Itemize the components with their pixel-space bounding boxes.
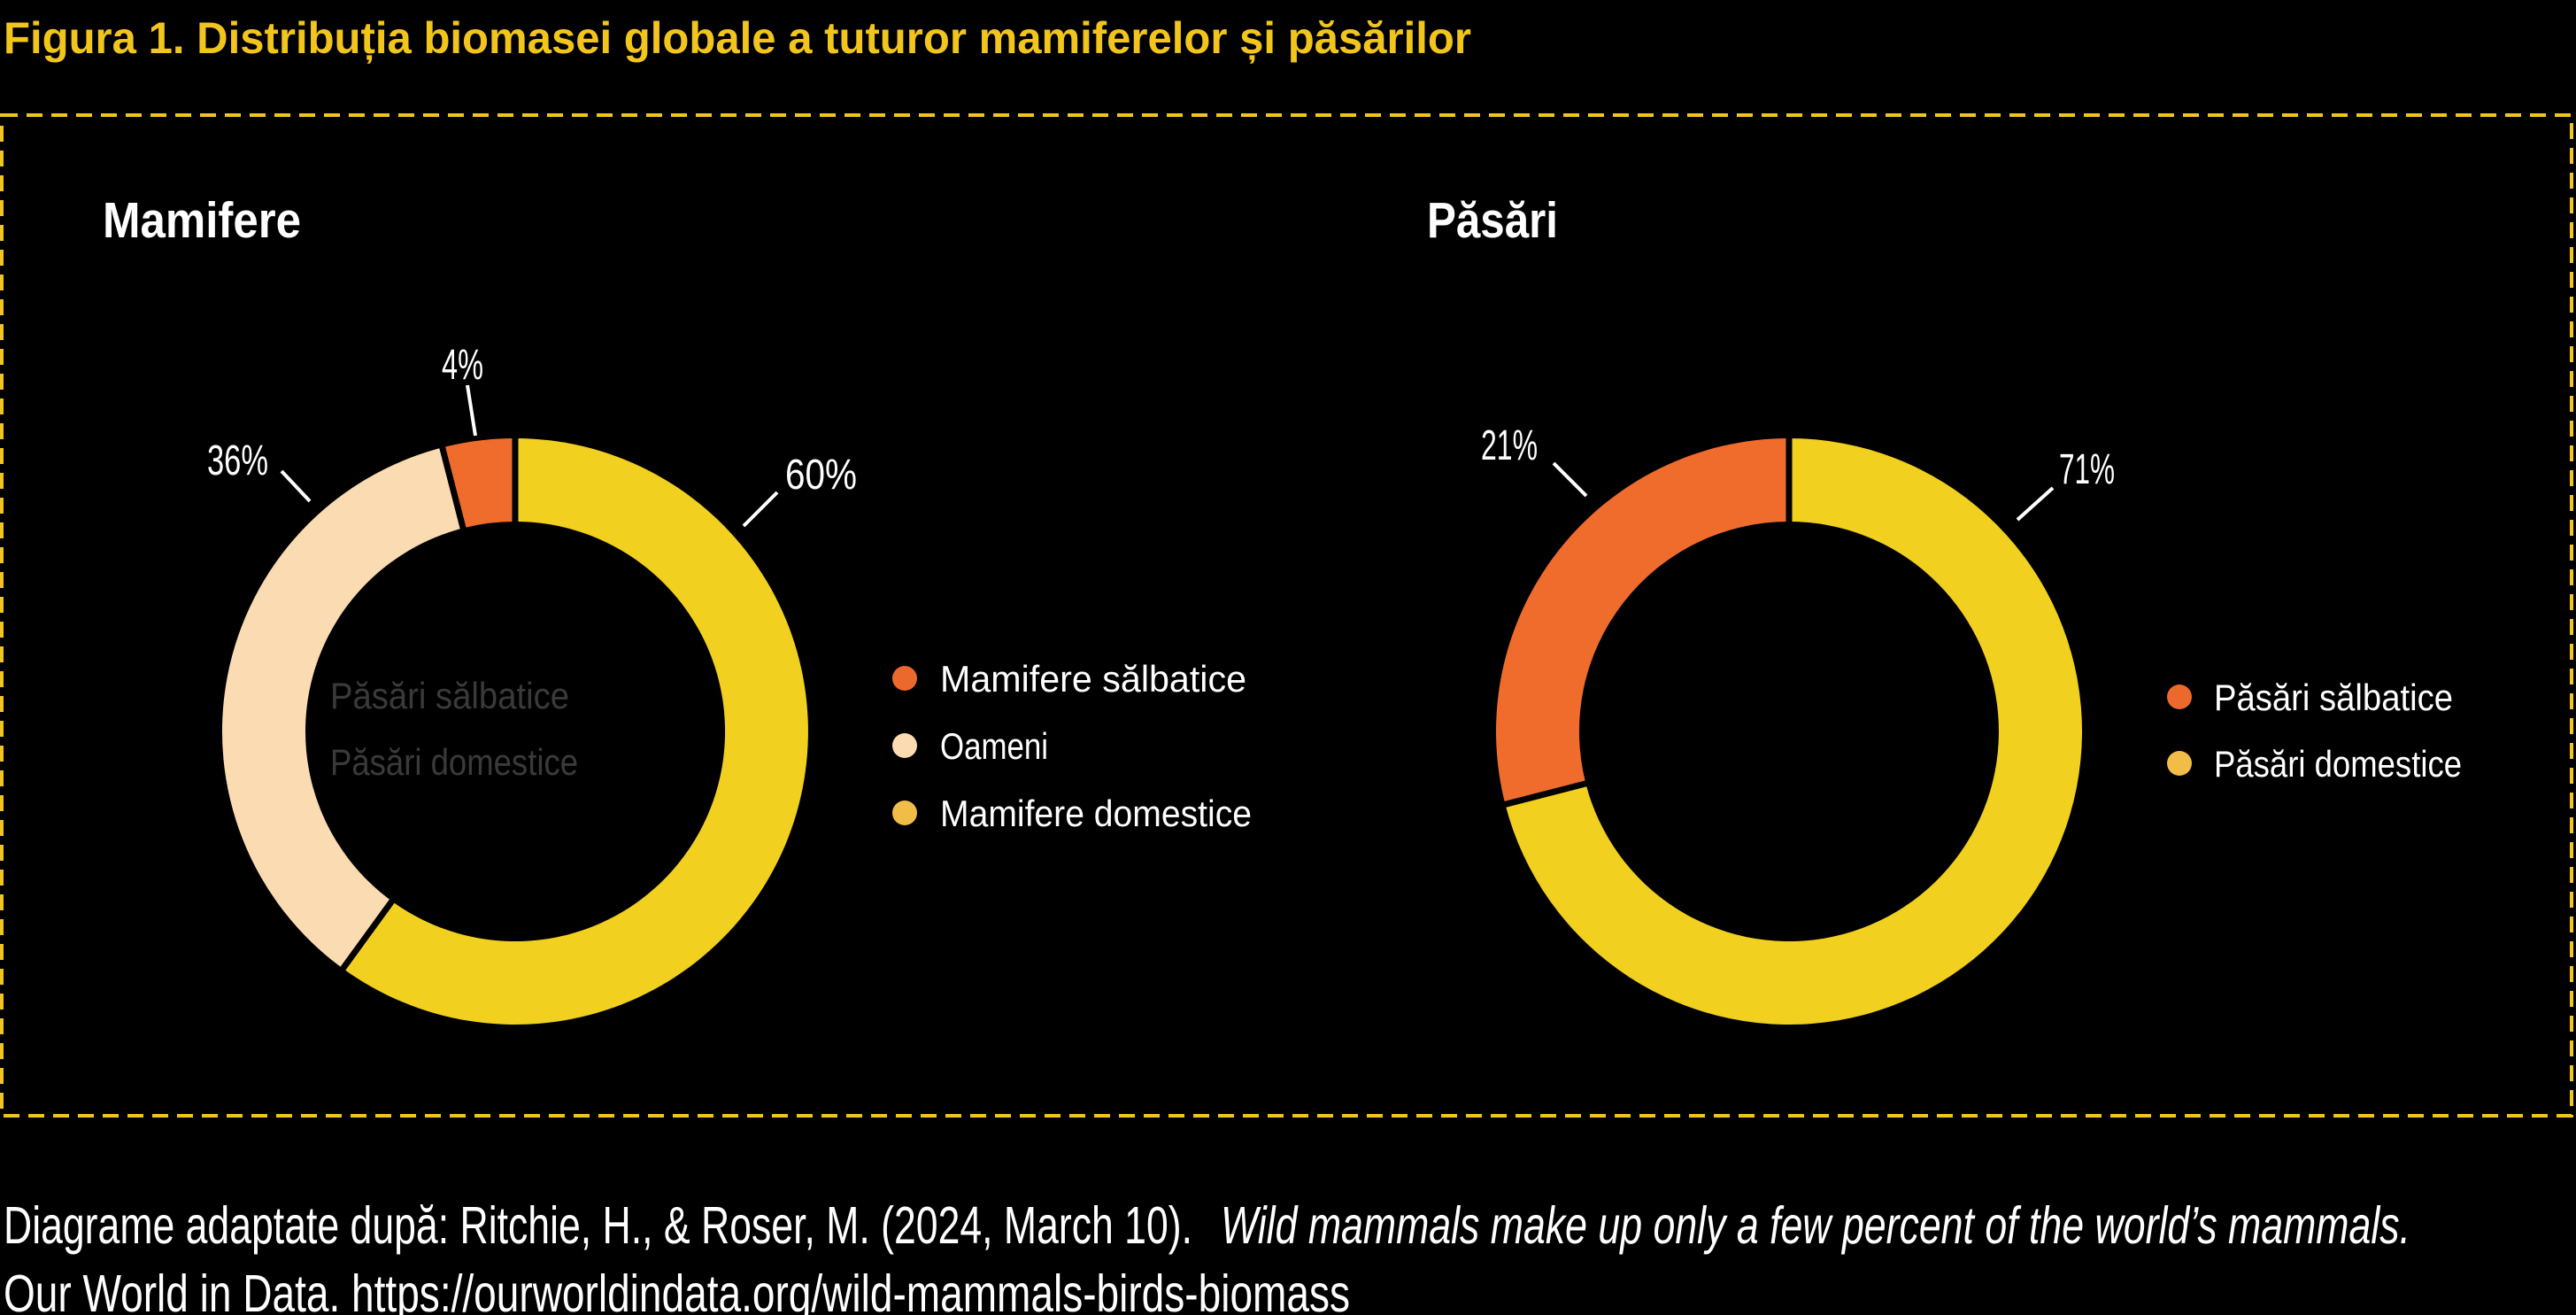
svg-text:Păsări: Păsări xyxy=(1427,192,1558,249)
svg-text:Mamifere sălbatice: Mamifere sălbatice xyxy=(940,658,1246,700)
svg-text:21%: 21% xyxy=(1481,422,1538,469)
svg-text:Păsări domestice: Păsări domestice xyxy=(2214,743,2462,785)
svg-text:Oameni: Oameni xyxy=(940,725,1048,767)
svg-text:Păsări sălbatice: Păsări sălbatice xyxy=(330,675,569,716)
svg-text:71%: 71% xyxy=(2059,446,2115,493)
svg-text:Our World in Data. https://our: Our World in Data. https://ourworldindat… xyxy=(4,1265,1350,1315)
svg-text:Figura 1. Distribuția biomasei: Figura 1. Distribuția biomasei globale a… xyxy=(4,13,1471,63)
svg-text:36%: 36% xyxy=(207,437,268,484)
svg-text:4%: 4% xyxy=(442,342,483,389)
svg-text:60%: 60% xyxy=(785,452,857,499)
svg-text:Diagrame adaptate după: Ritch: Diagrame adaptate după: Ritchie, H., & R… xyxy=(4,1196,1192,1255)
svg-text:Mamifere domestice: Mamifere domestice xyxy=(940,793,1252,834)
svg-text:Păsări sălbatice: Păsări sălbatice xyxy=(2214,677,2453,718)
svg-text:Păsări domestice: Păsări domestice xyxy=(330,741,578,783)
svg-text:Wild mammals make up only a fe: Wild mammals make up only a few percent … xyxy=(1221,1196,2410,1255)
svg-text:Mamifere: Mamifere xyxy=(103,192,301,249)
